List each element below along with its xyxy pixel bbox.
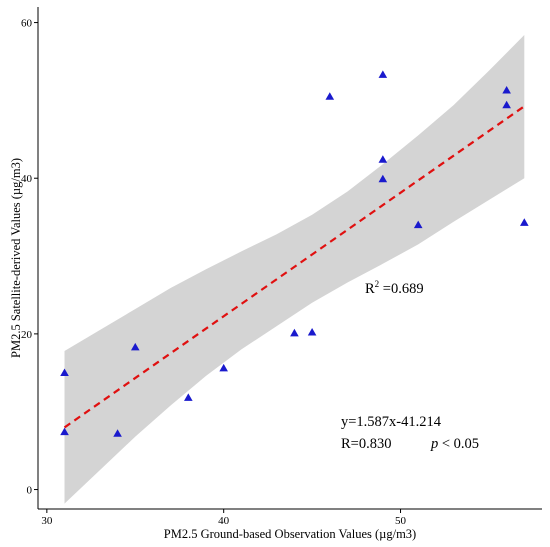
r-value: R=0.830 <box>341 436 391 452</box>
y-axis-title: PM2.5 Satellite-derived Values (µg/m3) <box>9 158 23 358</box>
r-squared-superscript: 2 <box>375 279 380 289</box>
data-point <box>378 155 388 163</box>
x-tick-label: 30 <box>41 515 53 527</box>
fit-line-layer <box>63 105 525 429</box>
y-ticks-layer: 0 20 40 60 <box>21 18 38 497</box>
data-point <box>113 429 122 437</box>
axes-layer <box>37 7 542 510</box>
y-tick-label: 40 <box>21 173 33 185</box>
x-tick-label: 50 <box>395 515 407 527</box>
data-point <box>502 100 511 109</box>
regression-equation: y=1.587x-41.214 <box>341 414 442 430</box>
r-squared-letter: R <box>365 281 375 297</box>
p-value: < 0.05 <box>438 436 479 452</box>
data-point <box>130 342 140 351</box>
data-point <box>378 70 388 78</box>
data-point <box>219 363 228 372</box>
confidence-band <box>64 35 525 504</box>
y-tick-label: 20 <box>21 329 33 341</box>
data-point <box>307 328 317 336</box>
r-squared-value: =0.689 <box>379 281 423 297</box>
confidence-band-layer <box>64 35 525 504</box>
r-squared-annotation: R2 =0.689 <box>365 279 424 297</box>
x-axis-title: PM2.5 Ground-based Observation Values (µ… <box>164 527 416 541</box>
data-point <box>413 220 423 229</box>
data-point <box>184 393 193 401</box>
data-point <box>290 328 299 337</box>
data-point <box>325 92 335 100</box>
y-tick-label: 60 <box>21 18 33 30</box>
data-points-layer <box>60 70 529 437</box>
data-point <box>502 85 511 94</box>
data-point <box>60 368 69 377</box>
data-point <box>378 174 388 183</box>
regression-line <box>63 105 525 429</box>
data-point <box>60 427 69 436</box>
x-tick-label: 40 <box>218 515 230 527</box>
y-tick-label: 0 <box>27 485 33 497</box>
p-letter: p <box>430 436 438 452</box>
correlation-annotation: R=0.830 p < 0.05 <box>341 436 479 452</box>
x-ticks-layer: 30 40 50 <box>41 509 407 527</box>
data-point <box>520 218 529 226</box>
